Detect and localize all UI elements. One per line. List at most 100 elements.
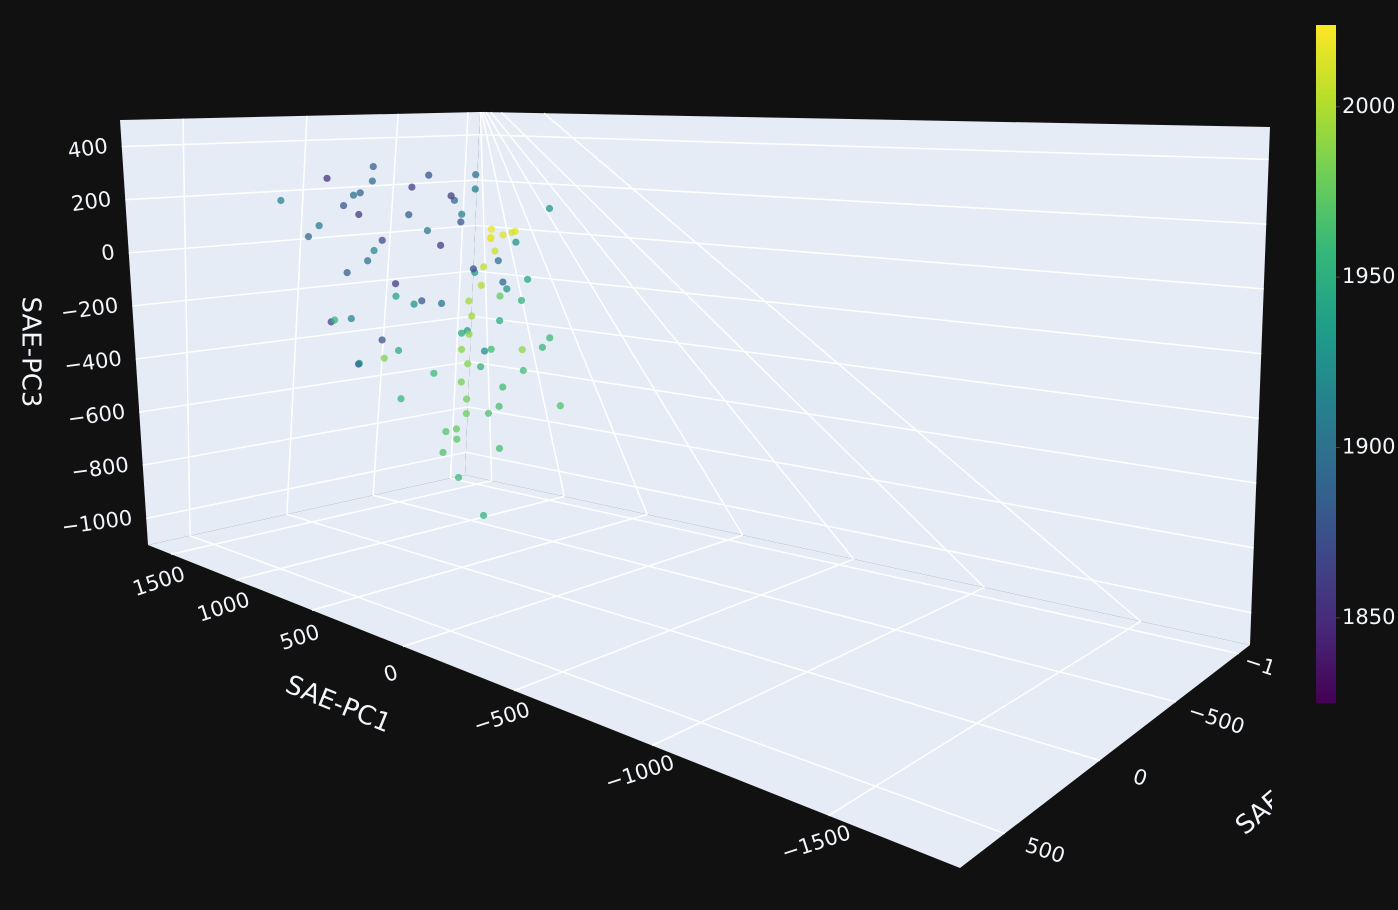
data-point <box>484 409 493 417</box>
data-point <box>339 201 348 210</box>
data-point <box>471 185 479 193</box>
data-point <box>355 210 363 219</box>
z-axis-title: SAE-PC3 <box>16 297 46 408</box>
x-tick-label: 0 <box>381 660 401 687</box>
data-point <box>495 444 504 453</box>
data-point <box>518 346 526 354</box>
grid-line <box>139 360 470 413</box>
colorbar-tick-label: 2000 <box>1342 94 1395 118</box>
grid-line <box>490 111 855 560</box>
data-point <box>491 247 499 255</box>
colorbar: 1850 1900 1950 2000 <box>1316 25 1395 703</box>
x-tick-label: −500 <box>471 697 533 738</box>
data-point <box>496 317 504 325</box>
data-point <box>524 275 532 283</box>
data-point <box>369 162 377 171</box>
data-point <box>425 171 433 179</box>
z-tick-label: 400 <box>66 134 109 163</box>
data-point <box>418 297 426 305</box>
grid-line <box>475 224 1264 290</box>
data-point <box>487 345 495 353</box>
data-point <box>469 265 477 273</box>
data-point <box>556 402 564 410</box>
z-tick-label: −600 <box>66 399 126 431</box>
grid-line <box>125 179 478 201</box>
data-point <box>465 330 473 338</box>
grid-line <box>471 315 1259 420</box>
data-point <box>394 346 403 355</box>
grid-line <box>189 535 1006 835</box>
data-point <box>277 196 285 205</box>
data-point <box>408 183 416 191</box>
x-tick-label: 500 <box>277 620 323 655</box>
data-point <box>430 369 438 377</box>
data-point <box>457 345 466 354</box>
data-point <box>410 300 418 308</box>
data-point <box>545 204 554 213</box>
grid-line <box>286 115 308 515</box>
data-point <box>479 511 488 520</box>
data-point <box>331 316 339 324</box>
grid-line <box>235 495 565 581</box>
data-point <box>538 343 547 351</box>
grid-line <box>449 112 469 479</box>
x-tick-label: −1000 <box>602 750 677 795</box>
x-tick-label: 1500 <box>130 562 188 601</box>
data-point <box>454 473 463 482</box>
data-point <box>480 347 489 355</box>
data-point <box>487 225 496 233</box>
grid-line <box>513 558 854 692</box>
y-tick-label: 0 <box>1130 764 1150 791</box>
data-point <box>442 427 450 436</box>
data-point <box>477 281 485 289</box>
grid-line <box>135 315 472 360</box>
data-point <box>503 285 511 293</box>
data-point <box>517 296 526 305</box>
grid-line <box>480 111 566 497</box>
grid-line <box>132 270 474 307</box>
grid-line <box>828 620 1142 817</box>
grid-line <box>128 224 476 254</box>
data-point <box>315 222 323 230</box>
data-point <box>487 234 495 242</box>
data-point <box>468 312 476 320</box>
y-axis-title: SAE-PC2 <box>1230 747 1334 841</box>
data-point <box>405 211 413 219</box>
z-tick-label: −400 <box>63 346 123 378</box>
grid-line <box>479 111 493 481</box>
grid-line <box>651 586 985 747</box>
data-point <box>392 292 400 300</box>
data-point <box>546 334 554 342</box>
data-point <box>494 257 502 265</box>
floor-plane <box>148 475 1250 868</box>
data-point <box>462 395 471 403</box>
data-point <box>437 241 445 249</box>
data-point <box>378 336 386 344</box>
grid-line <box>469 360 1257 484</box>
data-point <box>354 360 363 368</box>
data-point <box>465 297 473 305</box>
colorbar-tick-label: 1950 <box>1342 264 1395 288</box>
z-tick-label: −800 <box>70 452 130 484</box>
data-point <box>458 210 466 218</box>
data-point <box>349 191 358 199</box>
data-point <box>368 177 376 185</box>
data-point <box>391 280 400 288</box>
z-tick-label: 200 <box>70 187 113 216</box>
grid-line <box>477 179 1267 225</box>
data-point <box>370 246 378 255</box>
grid-line <box>146 451 467 520</box>
data-point <box>452 425 461 433</box>
data-point <box>457 378 465 386</box>
data-point <box>499 231 507 239</box>
z-tick-label: −1000 <box>60 506 134 540</box>
data-point <box>304 233 313 241</box>
data-point <box>323 174 331 182</box>
x-tick-label: 1000 <box>194 587 252 626</box>
data-point <box>496 292 504 300</box>
x-axis-title: SAE-PC1 <box>281 670 395 739</box>
data-point <box>397 395 405 403</box>
grid-line <box>543 112 1142 622</box>
